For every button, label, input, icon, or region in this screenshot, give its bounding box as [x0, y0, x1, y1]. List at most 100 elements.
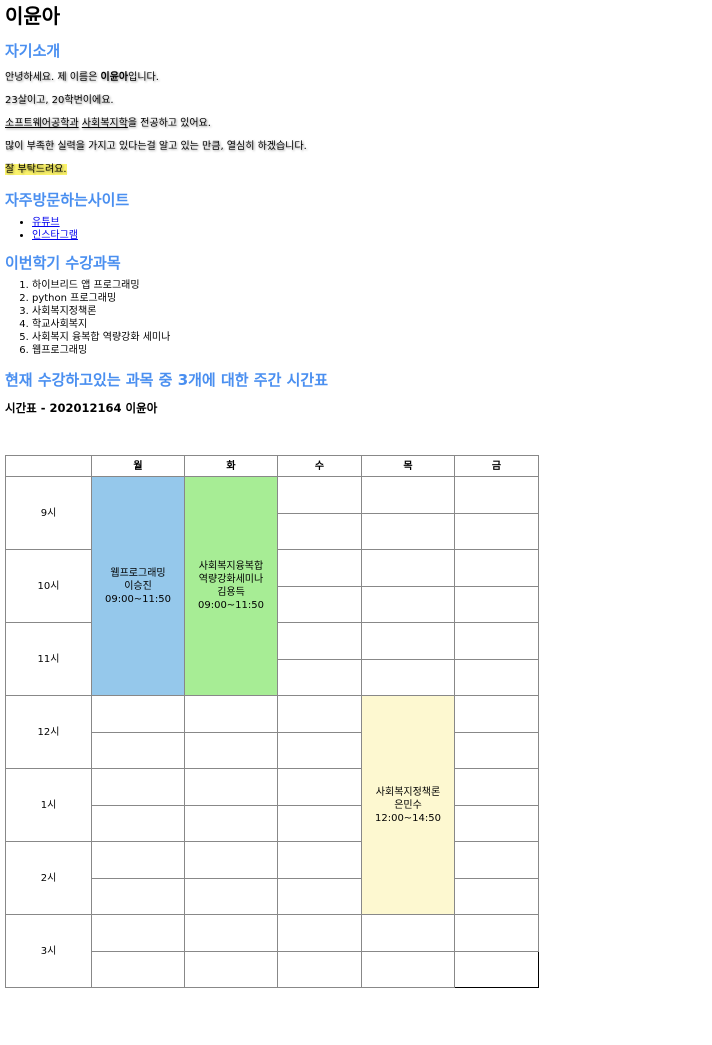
class-social-seminar: 사회복지융복합 역량강화세미나 김용득 09:00~11:50	[184, 476, 278, 696]
intro-block: 안녕하세요. 제 이름은 이윤아입니다. 23살이고, 20학번이에요. 소프트…	[5, 71, 707, 176]
major-social-welfare: 사회복지학	[81, 118, 128, 129]
timetable: 월 화 수 목 금 9시 웹프로그래밍 이승진 09:00~11:50 사회복지…	[5, 455, 539, 988]
class-teacher: 은민수	[394, 799, 422, 811]
intro-line-name: 안녕하세요. 제 이름은 이윤아입니다.	[5, 72, 159, 83]
empty-cell	[277, 804, 362, 842]
table-row: 12시 사회복지정책론 은민수 12:00~14:50	[5, 695, 539, 915]
empty-cell	[454, 731, 539, 769]
hour-label: 12시	[5, 695, 92, 769]
major-software: 소프트웨어공학과	[5, 118, 79, 129]
empty-cell	[184, 731, 278, 769]
empty-cell	[91, 950, 185, 988]
schedule-heading: 현재 수강하고있는 과목 중 3개에 대한 주간 시간표	[5, 371, 328, 389]
hour-label: 10시	[5, 549, 92, 623]
class-web-programming: 웹프로그래밍 이승진 09:00~11:50	[91, 476, 185, 696]
empty-cell	[184, 914, 278, 952]
day-tue: 화	[184, 455, 278, 477]
empty-cell	[91, 877, 185, 915]
empty-cell	[454, 914, 539, 952]
empty-cell	[184, 695, 278, 733]
empty-cell	[454, 804, 539, 842]
class-time: 09:00~11:50	[104, 593, 171, 605]
empty-cell	[184, 877, 278, 915]
table-row	[6, 950, 539, 988]
list-item: 웹프로그래밍	[32, 344, 707, 357]
class-title: 사회복지정책론	[375, 786, 441, 798]
empty-cell	[454, 768, 539, 806]
empty-cell	[454, 585, 539, 623]
empty-cell	[277, 585, 362, 623]
empty-cell	[277, 658, 362, 696]
list-item: 인스타그램	[32, 229, 707, 242]
empty-cell	[454, 622, 539, 660]
empty-cell	[184, 841, 278, 879]
empty-cell	[454, 695, 539, 733]
empty-cell	[361, 476, 455, 514]
sites-heading: 자주방문하는사이트	[5, 191, 130, 209]
empty-cell	[91, 695, 185, 733]
list-item: 사회복지정책론	[32, 305, 707, 318]
empty-cell	[454, 950, 539, 988]
empty-cell	[454, 877, 539, 915]
page-title: 이윤아	[5, 4, 61, 28]
day-wed: 수	[277, 455, 362, 477]
corner-cell	[5, 455, 92, 477]
list-item: 사회복지 융복합 역량강화 세미나	[32, 331, 707, 344]
empty-cell	[277, 731, 362, 769]
class-teacher: 이승진	[124, 580, 152, 592]
table-row	[6, 731, 539, 769]
empty-cell	[454, 512, 539, 550]
table-row: 1시	[5, 768, 539, 842]
empty-cell	[277, 622, 362, 660]
class-time: 12:00~14:50	[374, 812, 441, 824]
class-title: 사회복지융복합 역량강화세미나	[198, 561, 264, 585]
empty-cell	[277, 768, 362, 806]
list-item: 하이브리드 앱 프로그래밍	[32, 279, 707, 292]
day-mon: 월	[91, 455, 185, 477]
class-social-policy: 사회복지정책론 은민수 12:00~14:50	[361, 695, 455, 915]
intro-line-effort: 많이 부족한 실력을 가지고 있다는걸 알고 있는 만큼, 열심히 하겠습니다.	[5, 141, 307, 152]
table-row: 9시 웹프로그래밍 이승진 09:00~11:50 사회복지융복합 역량강화세미…	[5, 476, 539, 696]
empty-cell	[454, 476, 539, 514]
empty-cell	[277, 695, 362, 733]
instagram-link[interactable]: 인스타그램	[32, 230, 78, 241]
intro-heading: 자기소개	[5, 42, 61, 60]
table-row: 2시	[5, 841, 539, 915]
intro-line-major: 소프트웨어공학과 사회복지학을 전공하고 있어요.	[5, 118, 211, 129]
hour-label: 1시	[5, 768, 92, 842]
empty-cell	[361, 622, 455, 660]
hour-label: 9시	[5, 476, 92, 550]
intro-line-age: 23살이고, 20학번이에요.	[5, 95, 114, 106]
highlighted-closing: 잘 부탁드려요.	[5, 164, 67, 175]
empty-cell	[454, 658, 539, 696]
class-title: 웹프로그래밍	[110, 567, 166, 579]
empty-cell	[361, 914, 455, 952]
empty-cell	[91, 804, 185, 842]
empty-cell	[184, 950, 278, 988]
list-item: python 프로그래밍	[32, 292, 707, 305]
timetable-caption: 시간표 - 202012164 이윤아	[5, 401, 158, 415]
table-row	[6, 585, 539, 623]
empty-cell	[277, 512, 362, 550]
empty-cell	[277, 476, 362, 514]
youtube-link[interactable]: 유튜브	[32, 217, 60, 228]
name-bold: 이윤아	[100, 72, 129, 83]
courses-heading: 이번학기 수강과목	[5, 254, 121, 272]
course-list: 하이브리드 앱 프로그래밍 python 프로그래밍 사회복지정책론 학교사회복…	[5, 279, 707, 357]
table-row: 11시	[5, 622, 539, 696]
empty-cell	[277, 914, 362, 952]
hour-label: 2시	[5, 841, 92, 915]
table-header-row: 월 화 수 목 금	[5, 455, 539, 477]
table-row	[6, 658, 539, 696]
empty-cell	[91, 914, 185, 952]
empty-cell	[361, 549, 455, 587]
empty-cell	[277, 950, 362, 988]
day-thu: 목	[361, 455, 455, 477]
empty-cell	[361, 658, 455, 696]
empty-cell	[91, 731, 185, 769]
hour-label: 3시	[5, 914, 92, 988]
empty-cell	[277, 549, 362, 587]
table-row: 3시	[5, 914, 539, 988]
empty-cell	[454, 549, 539, 587]
empty-cell	[277, 877, 362, 915]
